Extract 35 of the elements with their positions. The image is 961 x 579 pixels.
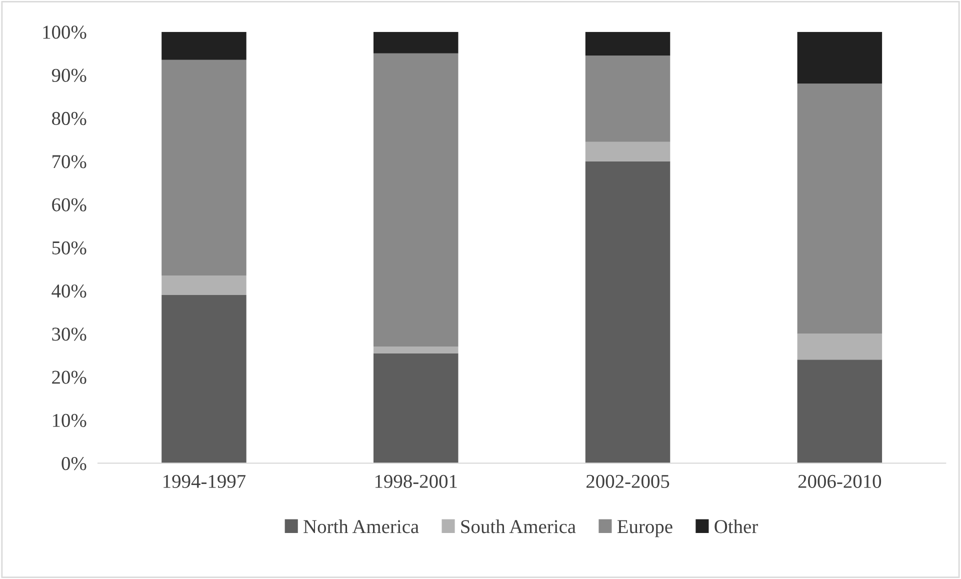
y-tick-label: 0%	[62, 457, 86, 470]
y-tick-label: 20%	[52, 370, 86, 384]
bar	[373, 32, 458, 54]
bar	[162, 276, 246, 295]
bar	[797, 334, 882, 360]
bar	[797, 360, 882, 464]
bar	[585, 142, 670, 162]
x-tick-label: 1998-2001	[375, 474, 457, 488]
bar	[797, 84, 882, 334]
y-tick-label: 70%	[52, 155, 86, 168]
legend-label: Other	[714, 520, 758, 534]
x-tick-label: 1994-1997	[164, 474, 246, 488]
bar	[373, 53, 458, 347]
bar	[162, 32, 246, 60]
y-tick-label: 90%	[52, 68, 86, 82]
y-tick-label: 40%	[52, 284, 86, 298]
x-tick-label: 2006-2010	[798, 474, 882, 488]
bar	[585, 56, 670, 142]
bar	[373, 353, 458, 464]
y-tick-label: 30%	[52, 328, 86, 341]
legend-label: Europe	[617, 520, 672, 538]
y-tick-label: 80%	[52, 112, 86, 126]
bar	[162, 294, 246, 464]
y-tick-label: 100%	[43, 26, 86, 39]
y-tick-label: 10%	[52, 414, 86, 428]
legend-label: South America	[461, 520, 576, 534]
bar	[585, 161, 670, 464]
bar	[373, 346, 458, 354]
bar	[797, 32, 882, 84]
bar	[162, 60, 246, 276]
legend-label: North America	[304, 520, 419, 534]
y-tick-label: 60%	[52, 198, 86, 212]
bar	[585, 32, 670, 56]
x-tick-label: 2002-2005	[586, 474, 670, 488]
y-tick-label: 50%	[52, 241, 86, 255]
